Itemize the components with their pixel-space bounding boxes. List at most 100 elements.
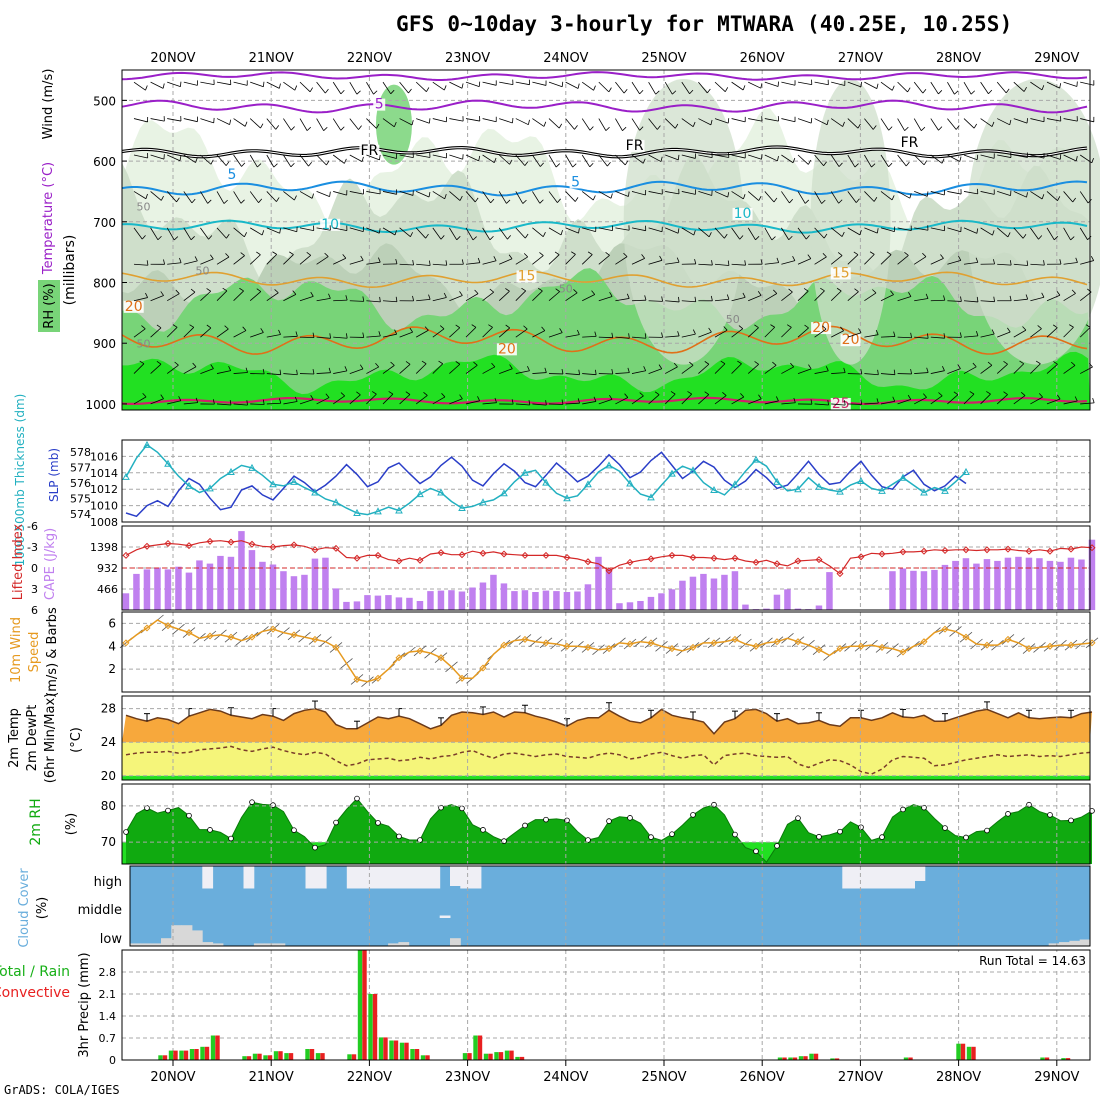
temp-tick-label: 24 [101,735,116,749]
wind-barb [665,191,680,195]
wind-barb-flag [528,119,530,125]
wind-barb-flag [139,360,145,365]
wind-barb [681,154,696,159]
wind-barb [432,227,442,240]
wind-barb-flag [1069,324,1074,328]
wind-barb-flag [758,196,762,201]
precip-convective-bar [803,1056,808,1060]
precip-total-bar [399,1042,405,1060]
wind-barb [399,81,409,94]
wind-barb-flag [290,126,295,131]
tick-label: 1000 [85,398,116,412]
cloud-high-bar [377,866,389,889]
credit-text: GrADS: COLA/IGES [4,1083,120,1097]
precip-convective-bar [425,1055,430,1060]
wind-barb [432,328,445,338]
contour-label: 5 [375,97,384,113]
wind-barb-flag [886,251,892,255]
wind-barb-flag [875,329,879,335]
wind-barb [781,402,796,405]
slp-marker [689,466,697,474]
wind-barb [615,336,630,339]
precip-total-bar [966,1046,972,1060]
cloud-low-bar [150,943,162,946]
wind-barb-flag [594,331,597,337]
precip-convective-bar [320,1053,325,1060]
wind-barb [731,191,744,200]
slp-marker [794,485,802,493]
wind-barb [133,263,148,266]
cape-bar [196,560,203,610]
slp-marker [122,472,130,480]
wind-barb [250,332,264,338]
contour-label: 50 [559,283,573,296]
li-marker [752,558,760,566]
wind-barb-flag [538,287,543,292]
wind-barb-flag [524,233,529,239]
thickness-tick-label: 575 [70,493,91,506]
wind-barb [996,227,1009,238]
wind-barb-flag [395,296,398,302]
cloud-low-bar [130,943,141,946]
wind-barb [200,191,208,204]
wind-barb-flag [754,324,759,329]
wind-barb [150,327,162,338]
wind-barb [1080,118,1094,123]
wind-barb-flag [611,332,614,338]
wind-speed-marker [878,643,886,651]
wind-barb [266,191,277,202]
rh2m-marker [900,806,906,813]
wind-barb-flag [922,252,927,257]
wind-barb-flag [587,251,593,255]
tick-label: 600 [93,155,116,169]
cape-bar [952,560,959,610]
wind-barb-flag [443,292,447,298]
wind-barb-flag [290,162,295,168]
li-marker [1067,545,1075,553]
wind-speed-marker [899,648,907,656]
wind-barb [615,256,628,265]
wind-barb [416,191,430,198]
wind-barb [216,328,229,338]
wind-speed-marker [185,629,193,637]
wind-speed-marker [164,622,172,630]
wind-barb-flag [727,260,730,266]
wind-barb-flag [162,83,165,89]
wind-barb-flag [455,324,461,329]
precip-convective-bar [183,1050,189,1060]
cloud-high-bar [243,866,255,889]
wind-barb-flag [325,88,329,94]
li-marker [542,551,550,559]
slp-marker [563,494,571,502]
wind-barb [532,118,545,127]
cloud-high-bar [460,866,472,889]
wind-barb [880,154,889,167]
wind-barb [797,227,807,240]
wind-barb [1063,262,1078,265]
wind-barb-flag [926,191,929,197]
wind-barb-flag [444,193,447,199]
wind-barb [332,118,342,131]
cloud-high-bar [346,866,358,889]
wind-barb [283,154,292,168]
slp-marker [479,498,487,506]
rh2m-marker [522,822,528,829]
wind-barb-flag [156,324,162,329]
wind-barb-flag [1022,233,1027,239]
wind-barb [897,255,909,265]
wind-barb-flag [408,88,412,94]
wind-barb-flag [477,396,481,402]
wind-barb-flag [362,332,365,338]
wind-barb [532,81,547,86]
wind-barb-flag [491,362,496,368]
wind-barb [814,81,829,86]
wind-barb-flag [276,197,280,202]
wind-barb [814,403,829,406]
wind-barb-flag [163,259,165,265]
wind-barb-flag [523,253,529,258]
wind-barb-flag [624,160,629,166]
wind-speed-marker [962,633,970,641]
wind-barb [947,394,959,405]
wind-barb [963,300,978,303]
cloud-high-bar [450,866,461,886]
